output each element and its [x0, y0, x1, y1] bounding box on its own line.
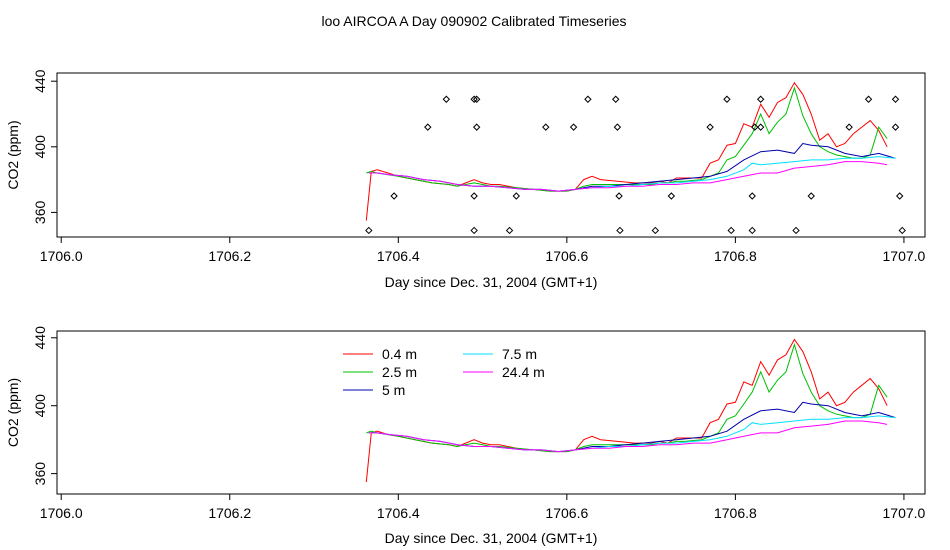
y-tick-label: 360	[32, 462, 48, 486]
data-point	[390, 192, 398, 200]
data-point	[748, 192, 756, 200]
data-point	[807, 192, 815, 200]
x-tick-label: 1707.0	[883, 505, 926, 521]
series-line-red	[365, 81, 888, 221]
data-point	[365, 226, 373, 235]
x-tick-label: 1706.6	[545, 505, 588, 521]
data-point	[756, 95, 765, 103]
x-axis-label: Day since Dec. 31, 2004 (GMT+1)	[385, 530, 598, 546]
legend-label: 7.5 m	[502, 346, 537, 362]
data-point	[424, 123, 432, 131]
x-tick-label: 1706.4	[377, 248, 420, 264]
data-point	[615, 192, 623, 200]
x-axis-label: Day since Dec. 31, 2004 (GMT+1)	[385, 274, 598, 290]
data-point	[542, 123, 550, 131]
data-point	[751, 123, 759, 131]
legend-label: 0.4 m	[382, 346, 417, 362]
data-point	[442, 95, 451, 103]
data-point	[512, 192, 520, 200]
plot-frame	[56, 330, 926, 495]
data-point	[727, 226, 735, 235]
plot-frame	[56, 72, 926, 238]
data-point	[792, 226, 800, 235]
data-point	[891, 123, 900, 131]
chart-title: loo AIRCOA A Day 090902 Calibrated Times…	[321, 13, 626, 29]
y-tick-label: 440	[32, 326, 48, 350]
x-tick-label: 1706.0	[40, 505, 83, 521]
bottom-panel: 1706.0 1706.2 1706.4 1706.6 1706.8 1707.0 360 4…	[5, 326, 926, 546]
series-line-magenta	[368, 420, 888, 453]
x-tick-label: 1706.6	[545, 248, 588, 264]
data-point	[472, 123, 481, 131]
data-point	[891, 95, 900, 103]
legend-label: 24.4 m	[502, 364, 545, 380]
data-point	[613, 123, 622, 131]
data-point	[756, 123, 765, 131]
data-point	[505, 226, 514, 235]
data-point	[470, 95, 478, 103]
x-tick-label: 1706.8	[714, 505, 757, 521]
data-point	[896, 192, 904, 200]
y-tick-label: 400	[32, 135, 48, 159]
series-line-red	[365, 338, 888, 483]
data-point	[667, 192, 676, 200]
top-panel: 1706.0 1706.2 1706.4 1706.6 1706.8 1707.0 360 4…	[5, 69, 926, 290]
data-point	[845, 123, 853, 131]
data-point	[612, 95, 620, 103]
data-point	[898, 226, 906, 235]
y-tick-label: 440	[32, 69, 48, 93]
data-point	[651, 226, 660, 235]
series-line-green	[366, 86, 888, 192]
data-point	[723, 95, 731, 103]
legend-label: 2.5 m	[382, 364, 417, 380]
x-tick-label: 1706.2	[208, 505, 251, 521]
series-line-green	[366, 342, 888, 453]
y-axis-label: CO2 (ppm)	[5, 378, 21, 447]
x-tick-label: 1706.4	[377, 505, 420, 521]
data-point	[864, 95, 873, 103]
data-point	[472, 95, 481, 103]
x-tick-label: 1707.0	[883, 248, 926, 264]
x-tick-label: 1706.0	[40, 248, 83, 264]
x-tick-label: 1706.8	[714, 248, 757, 264]
series-line-magenta	[368, 161, 888, 192]
data-point	[616, 226, 624, 235]
y-tick-label: 400	[32, 394, 48, 418]
y-axis-label: CO2 (ppm)	[5, 120, 21, 189]
data-point	[584, 95, 592, 103]
x-tick-label: 1706.2	[208, 248, 251, 264]
legend-label: 5 m	[382, 382, 405, 398]
data-point	[470, 226, 478, 235]
data-point	[748, 226, 756, 235]
y-tick-label: 360	[32, 201, 48, 225]
data-point	[706, 123, 714, 131]
data-point	[569, 123, 578, 131]
data-point	[470, 192, 478, 200]
